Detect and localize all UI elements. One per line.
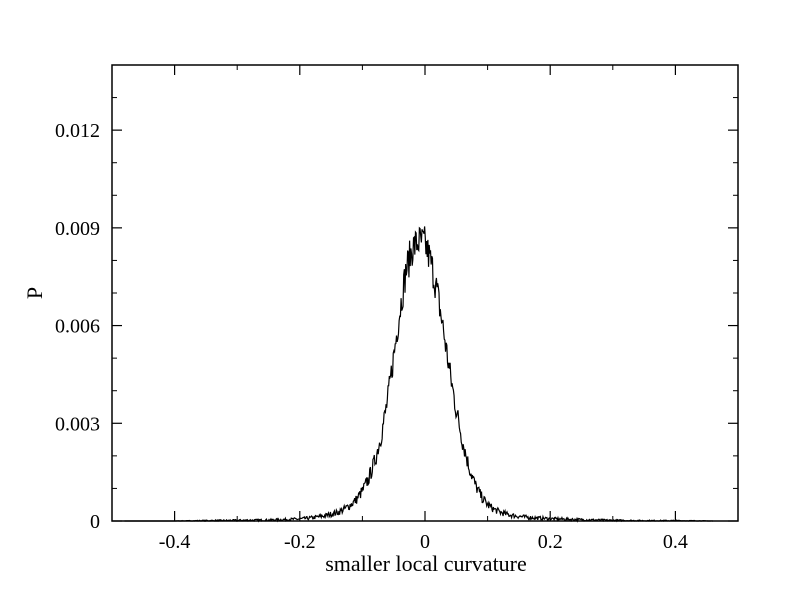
series-line <box>124 226 713 523</box>
y-tick-label: 0 <box>90 511 100 533</box>
x-tick-label: -0.4 <box>159 531 191 553</box>
y-tick-label: 0.012 <box>55 120 100 142</box>
y-tick-label: 0.006 <box>55 316 100 338</box>
y-tick-label: 0.009 <box>55 218 100 240</box>
x-axis-title: smaller local curvature <box>325 551 527 576</box>
y-tick-label: 0.003 <box>55 413 100 435</box>
y-axis-title: P <box>22 287 47 299</box>
x-tick-label: 0.4 <box>663 531 688 553</box>
plot-area: -0.4 -0.2 0 0.2 0.4 0 0.003 0.006 0.009 0.012 <box>55 64 739 553</box>
x-tick-label: -0.2 <box>284 531 316 553</box>
x-tick-label: 0.2 <box>538 531 563 553</box>
x-tick-label: 0 <box>420 531 430 553</box>
